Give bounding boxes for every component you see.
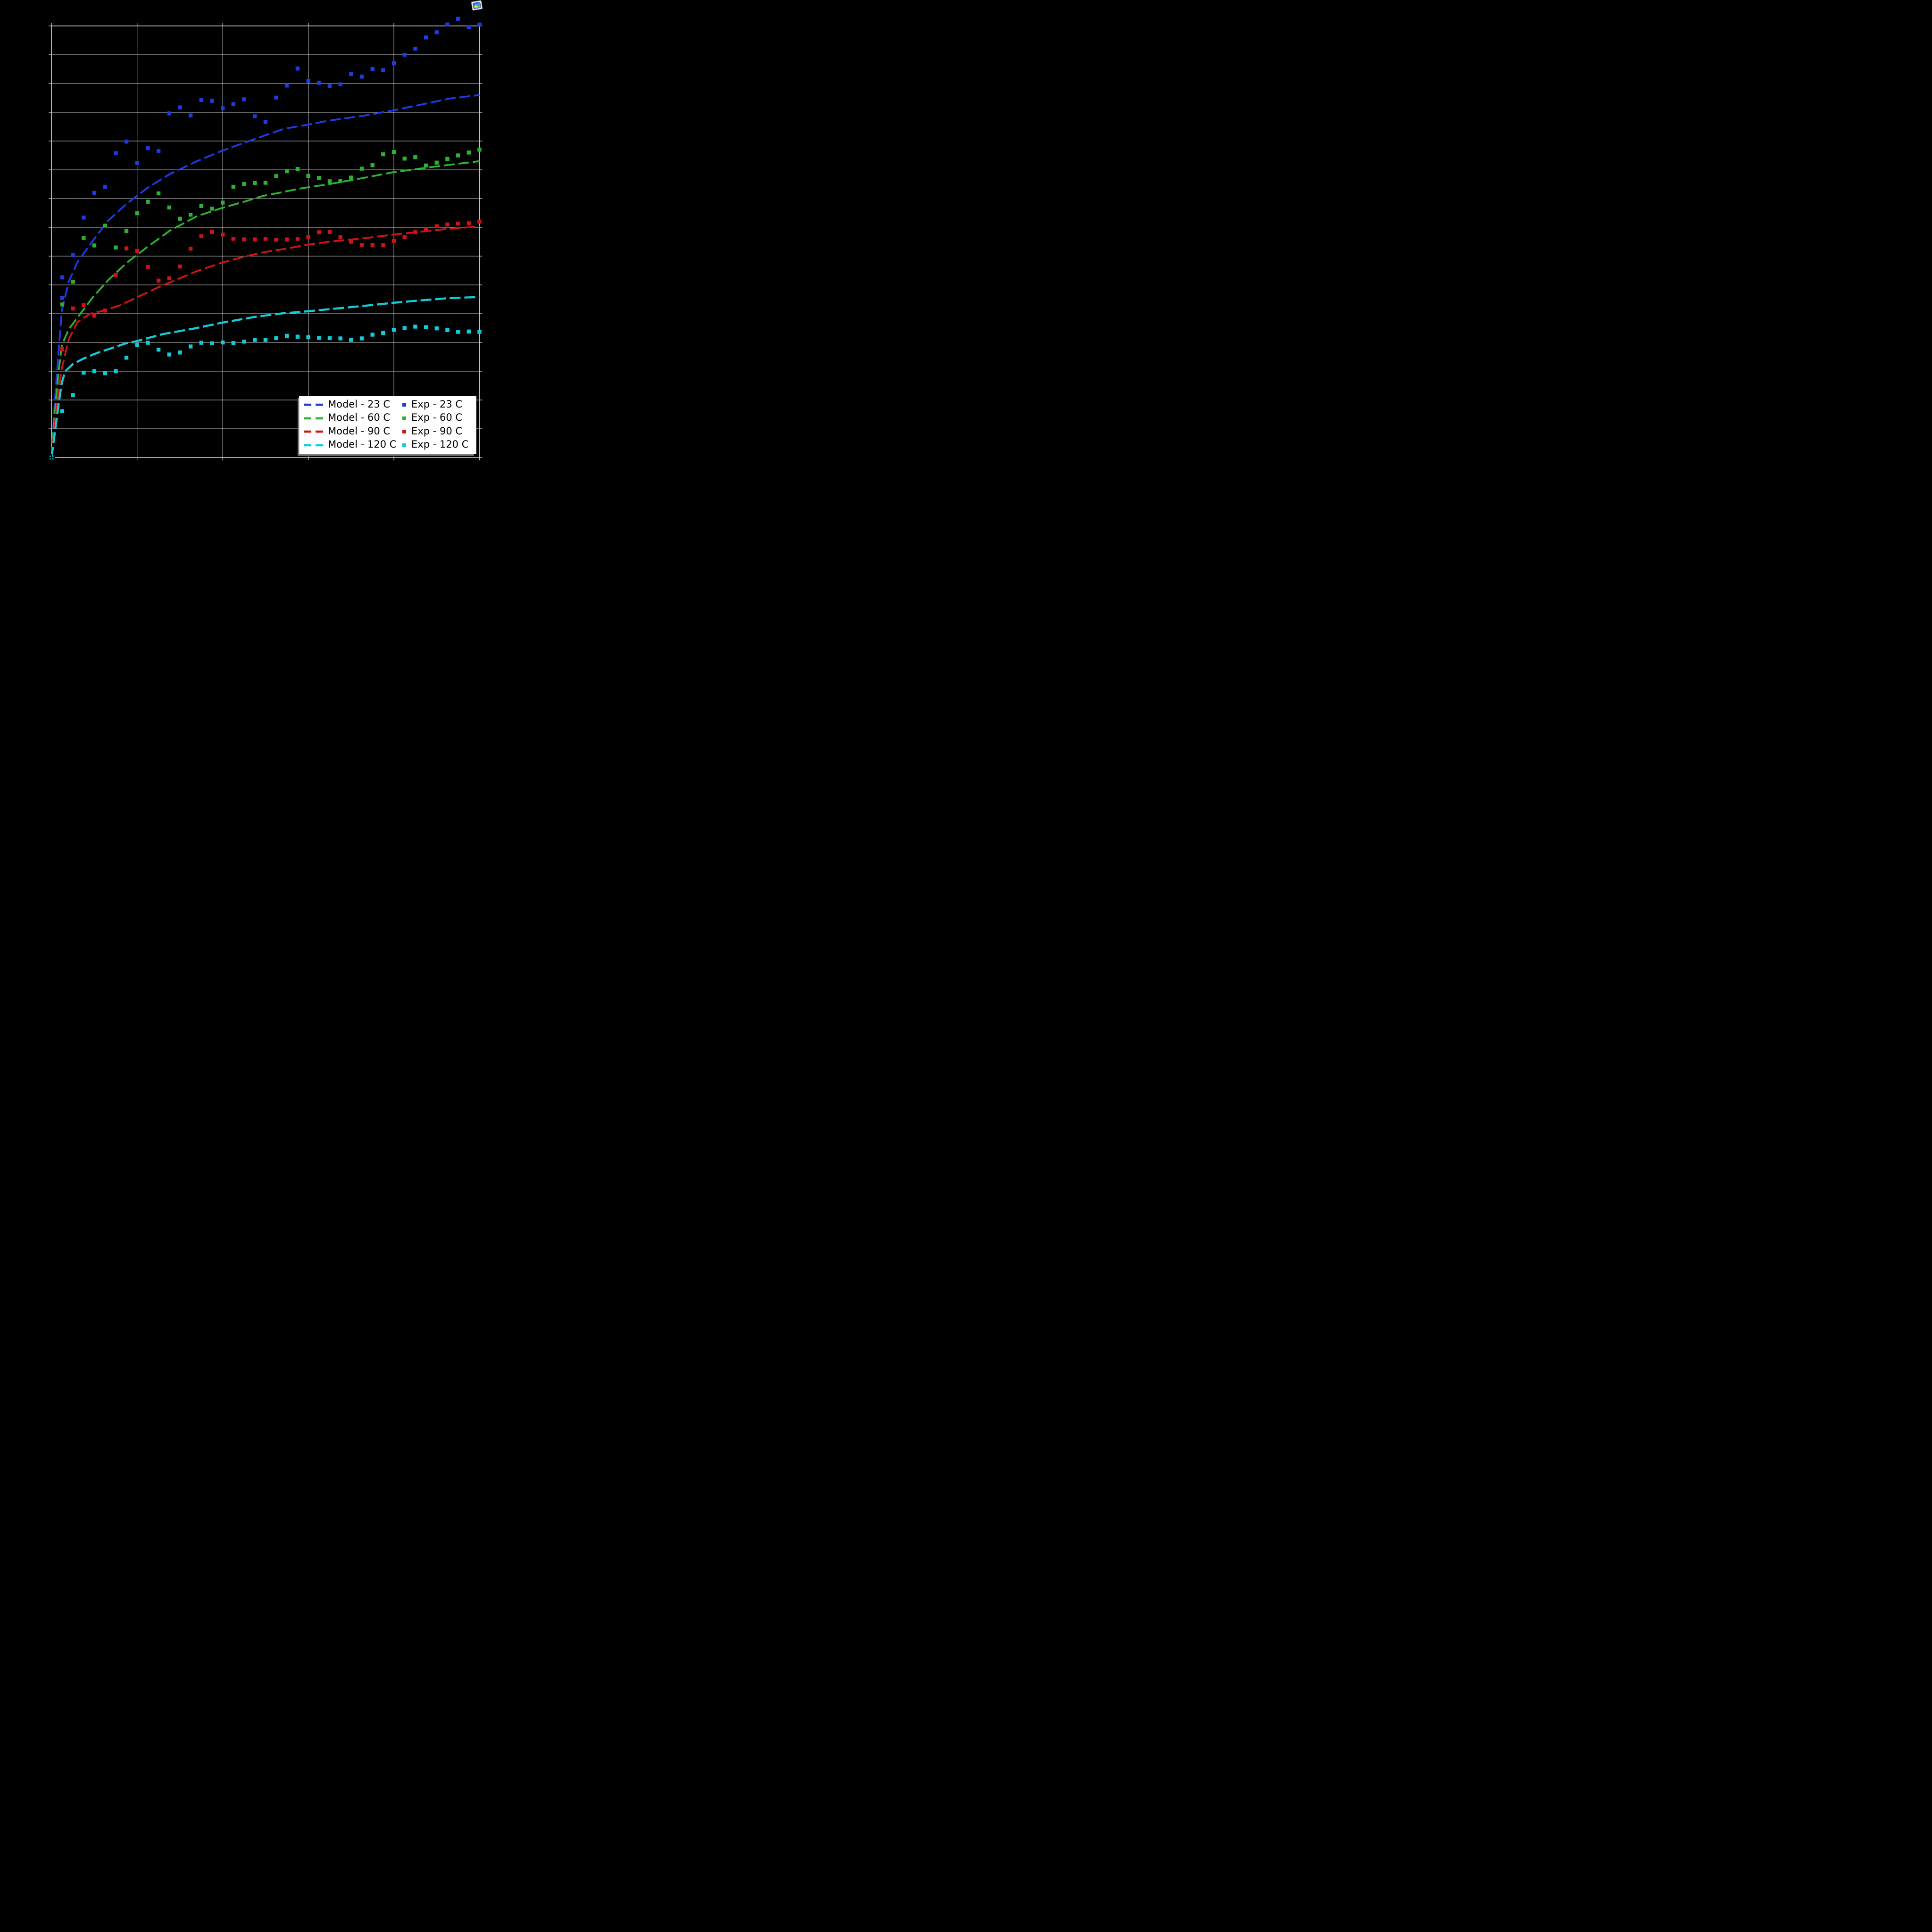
legend: Model - 23 C Exp - 23 C Model - 60 C Exp… — [299, 396, 476, 454]
legend-item-model-23: Model - 23 C — [303, 398, 400, 412]
legend-label: Exp - 60 C — [411, 412, 463, 424]
legend-label: Exp - 120 C — [411, 439, 469, 450]
legend-item-model-60: Model - 60 C — [303, 412, 400, 425]
square-marker-swatch-icon — [402, 443, 406, 447]
legend-item-exp-60: Exp - 60 C — [400, 412, 478, 425]
dashed-line-swatch-icon — [304, 404, 325, 406]
legend-label: Model - 60 C — [328, 412, 391, 424]
legend-label: Exp - 90 C — [411, 425, 463, 437]
dashed-line-swatch-icon — [304, 431, 325, 433]
legend-item-model-90: Model - 90 C — [303, 425, 400, 439]
square-marker-swatch-icon — [402, 430, 406, 434]
dashed-line-swatch-icon — [304, 417, 325, 419]
square-marker-swatch-icon — [402, 416, 406, 420]
legend-label: Model - 23 C — [328, 398, 391, 410]
legend-grid: Model - 23 C Exp - 23 C Model - 60 C Exp… — [300, 396, 476, 454]
legend-label: Exp - 23 C — [411, 398, 463, 410]
legend-item-exp-90: Exp - 90 C — [400, 425, 478, 439]
legend-label: Model - 90 C — [328, 425, 391, 437]
chart-figure: Model - 23 C Exp - 23 C Model - 60 C Exp… — [0, 0, 483, 483]
legend-item-exp-120: Exp - 120 C — [400, 439, 478, 452]
broken-image-sun — [474, 5, 478, 8]
broken-image-picture — [473, 1, 481, 9]
dashed-line-swatch-icon — [304, 444, 325, 446]
legend-item-exp-23: Exp - 23 C — [400, 398, 478, 412]
broken-image-icon — [471, 0, 483, 11]
legend-label: Model - 120 C — [328, 439, 397, 450]
legend-item-model-120: Model - 120 C — [303, 439, 400, 452]
chart-plot — [48, 17, 483, 461]
square-marker-swatch-icon — [402, 403, 406, 407]
